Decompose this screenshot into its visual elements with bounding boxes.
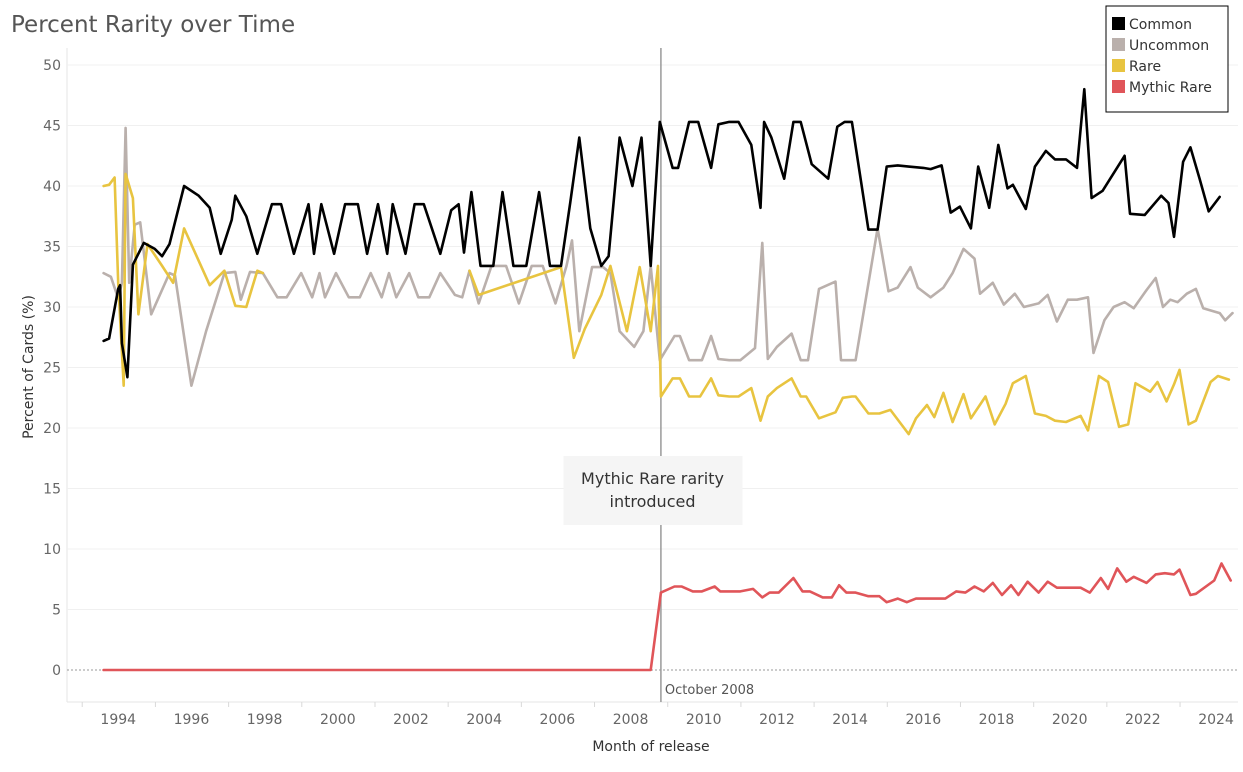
x-tick-label: 2022 [1125, 712, 1161, 728]
reference-line-group: October 2008 [660, 48, 754, 702]
series-line-rare [468, 264, 1231, 436]
series-lines [102, 87, 1234, 672]
y-axis-ticks: 0 5 10 15 20 25 30 35 40 45 50 [43, 58, 61, 679]
legend-label: Common [1129, 17, 1192, 33]
series-line-rare [102, 172, 265, 387]
legend-swatch [1112, 38, 1125, 51]
y-tick-label: 45 [43, 119, 61, 135]
y-tick-label: 25 [43, 361, 61, 377]
y-tick-label: 35 [43, 240, 61, 256]
y-tick-label: 15 [43, 482, 61, 498]
y-tick-label: 10 [43, 542, 61, 558]
legend-swatch [1112, 59, 1125, 72]
y-tick-label: 40 [43, 179, 61, 195]
x-tick-label: 2014 [832, 712, 868, 728]
x-tick-label: 2012 [759, 712, 795, 728]
x-axis-title: Month of release [592, 739, 709, 755]
legend-box [1105, 5, 1229, 113]
legend-swatch [1112, 17, 1125, 30]
y-axis-title: Percent of Cards (%) [21, 295, 37, 439]
legend-label: Rare [1129, 59, 1161, 75]
legend-label: Uncommon [1129, 38, 1209, 54]
x-tick-label: 2000 [320, 712, 356, 728]
annotation-line1: Mythic Rare rarity [581, 469, 724, 488]
x-tick-label: 2010 [686, 712, 722, 728]
x-tick-label: 2016 [905, 712, 941, 728]
y-tick-label: 0 [52, 663, 61, 679]
chart-title: Percent Rarity over Time [11, 12, 296, 38]
legend-swatch [1112, 80, 1125, 93]
x-tick-label: 2002 [393, 712, 429, 728]
x-axis-ticks: 1994 1996 1998 2000 2002 2004 2006 2008 2010 2012… [81, 702, 1234, 728]
x-tick-label: 1998 [247, 712, 283, 728]
x-tick-label: 2008 [613, 712, 649, 728]
y-tick-label: 30 [43, 300, 61, 316]
series-line-mythic-rare [102, 562, 1232, 672]
legend: Common Uncommon Rare Mythic Rare [1105, 5, 1229, 113]
x-tick-label: 2004 [466, 712, 502, 728]
y-tick-label: 50 [43, 58, 61, 74]
series-line-common [102, 87, 1221, 379]
annotation-line2: introduced [610, 492, 696, 511]
x-tick-label: 2024 [1198, 712, 1234, 728]
series-line-uncommon [102, 126, 1234, 387]
reference-line-label: October 2008 [665, 683, 754, 698]
y-tick-label: 20 [43, 421, 61, 437]
x-tick-label: 2020 [1052, 712, 1088, 728]
annotation-group: Mythic Rare rarity introduced [563, 456, 743, 525]
x-tick-label: 1996 [174, 712, 210, 728]
x-tick-label: 2018 [979, 712, 1015, 728]
legend-label: Mythic Rare [1129, 80, 1212, 96]
annotation-box [563, 456, 743, 525]
gridlines [66, 48, 1238, 703]
x-tick-label: 2006 [540, 712, 576, 728]
y-tick-label: 5 [52, 603, 61, 619]
x-tick-label: 1994 [100, 712, 136, 728]
